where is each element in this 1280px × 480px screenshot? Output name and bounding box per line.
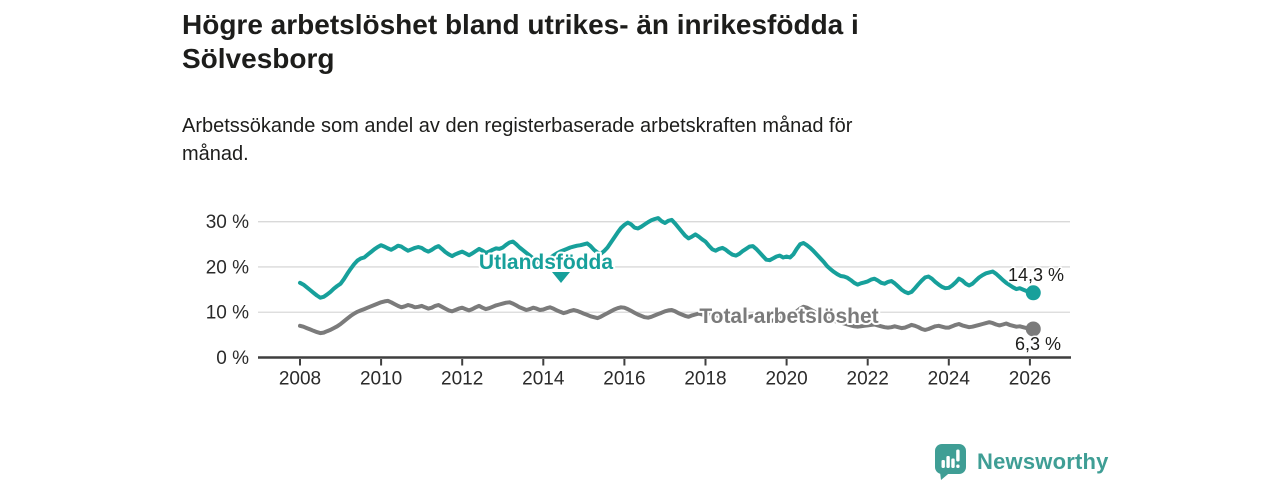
x-tick-label: 2012 — [441, 369, 483, 390]
x-tick-label: 2026 — [1009, 369, 1051, 390]
y-tick-label: 20 % — [206, 257, 249, 278]
newsworthy-logo: Newsworthy — [934, 443, 1109, 480]
chart-subtitle: Arbetssökande som andel av den registerb… — [182, 115, 853, 165]
series-line-utlandsfodda — [298, 216, 1036, 300]
end-value-label-total: 6,3 % — [1015, 334, 1061, 354]
series-end-dot-total — [1025, 321, 1041, 337]
y-tick-label: 10 % — [206, 303, 249, 324]
series-line-total — [298, 298, 1036, 336]
series-label-total: Total arbetslöshet — [699, 305, 878, 328]
series-label-utlandsfodda: Utlandsfödda — [479, 251, 613, 274]
x-tick-label: 2018 — [684, 369, 726, 390]
end-value-label-utlandsfodda: 14,3 % — [1008, 265, 1064, 285]
x-tick-label: 2022 — [847, 369, 889, 390]
chart-title: Högre arbetslöshet bland utrikes- än inr… — [182, 9, 859, 74]
newsworthy-logo-text: Newsworthy — [977, 449, 1109, 474]
x-tick-label: 2020 — [765, 369, 807, 390]
newsworthy-logo-icon — [935, 444, 966, 480]
y-tick-label: 0 % — [216, 348, 249, 369]
x-tick-label: 2016 — [603, 369, 645, 390]
label-arrow-icon — [552, 272, 570, 283]
x-tick-label: 2010 — [360, 369, 402, 390]
x-tick-label: 2014 — [522, 369, 565, 390]
x-tick-label: 2008 — [279, 369, 321, 390]
x-tick-label: 2024 — [928, 369, 971, 390]
series-end-dot-utlandsfodda — [1025, 285, 1041, 301]
y-tick-label: 30 % — [206, 212, 249, 233]
